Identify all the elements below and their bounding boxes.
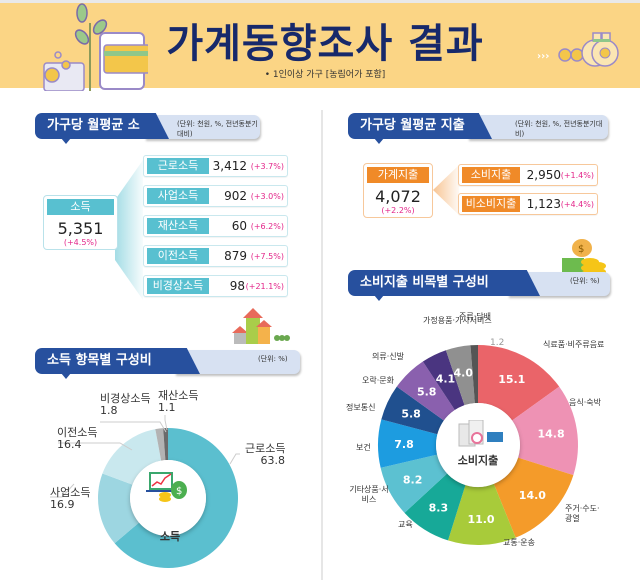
svg-text:›››: ››› [537,51,549,62]
expenditure-total-label: 가계지출 [367,167,429,183]
donut-segment [380,454,448,513]
donut-segment [512,386,578,476]
donut-segment [470,345,478,404]
income-section-header: 가구당 월평균 소득 (단위: 천원, %, 전년동분기대비) [35,113,260,144]
income-composition-title: 소득 항목별 구성비 [35,348,180,374]
label-transport: 교통·운송 [503,538,535,547]
consumption-composition-title: 소비지출 비목별 구성비 [348,270,520,296]
donut-segment [163,428,168,461]
label-food: 식료품·비주류음료 [543,340,605,349]
svg-text:8.2: 8.2 [403,474,423,487]
income-chart-icon: $ [146,472,187,502]
donut-segment [448,483,516,545]
income-total-value: 5,351 [57,219,104,238]
label-alcohol-tobacco: 주류·담배 [459,312,491,321]
label-nonrecurring-income: 비경상소득 1.8 [100,392,151,417]
donut-segment [102,429,162,485]
label-other-goods: 기타상품·서비스 [349,485,389,504]
svg-text:5.8: 5.8 [401,407,421,420]
expenditure-item-consumption: 소비지출 2,950 (+1.4%) [458,164,598,186]
title-banner: 가계동향조사 결과 • 1인이상 가구 [농림어가 포함] ››› [0,0,640,91]
label-business-income: 사업소득 16.9 [50,486,91,511]
label-restaurants: 음식·숙박 [569,398,601,407]
income-item-nonrecurring: 비경상소득 98 (+21.1%) [143,275,288,297]
donut-segment [378,419,438,468]
svg-text:4.0: 4.0 [453,366,473,379]
expenditure-unit: (단위: 천원, %, 전년동분기대비) [515,120,603,138]
label-recreation: 오락·문화 [362,376,394,385]
income-total-label: 소득 [47,199,114,215]
expenditure-header-title: 가구당 월평균 지출 [348,113,473,139]
consumption-donut-center-label: 소비지출 [457,454,499,467]
svg-text:1.2: 1.2 [490,338,504,348]
section-divider [321,110,323,580]
label-clothing: 의류·신발 [372,352,404,361]
finance-illustration-icon [43,3,148,91]
income-item-property: 재산소득 60 (+6.2%) [143,215,288,237]
expenditure-total-value: 4,072 [375,187,421,206]
label-housing: 주거·수도·광열 [565,504,600,523]
expenditure-section-header: 가구당 월평균 지출 (단위: 천원, %, 전년동분기대비) [348,113,608,144]
income-donut-chart [50,415,240,568]
label-wage-income: 근로소득 63.8 [245,442,286,467]
label-property-income: 재산소득 1.1 [158,389,199,414]
svg-text:7.8: 7.8 [394,438,414,451]
svg-text:$: $ [176,486,182,497]
label-health: 보건 [356,443,371,452]
donut-segment [97,473,140,544]
label-transfer-income: 이전소득 16.4 [57,426,98,451]
expenditure-total-card: 가계지출 4,072 (+2.2%) [363,163,433,218]
donut-segment [445,345,475,406]
donut-segment [422,350,465,410]
svg-text:14.0: 14.0 [519,489,546,502]
income-header-title: 가구당 월평균 소득 [35,113,150,139]
income-composition-header: 소득 항목별 구성비 (단위: %) [35,348,300,379]
expenditure-funnel-connector [433,165,459,215]
donut-segment [396,361,455,421]
consumption-donut-chart: 15.114.814.011.08.38.27.85.85.84.14.01.2 [378,338,578,545]
label-household-goods: 가정용품·가사서비스 [423,316,492,325]
income-item-wage: 근로소득 3,412 (+3.7%) [143,155,288,177]
donut-segment [381,386,444,435]
page-subtitle: • 1인이상 가구 [농림어가 포함] [264,70,386,80]
income-total-card: 소득 5,351 (+4.5%) [43,195,118,250]
svg-text:8.3: 8.3 [429,502,449,515]
income-unit: (단위: 천원, %, 전년동분기대비) [177,120,258,138]
income-funnel-connector [115,160,143,300]
income-total-change: (+4.5%) [63,238,98,247]
page-title: 가계동향조사 결과 [166,21,484,67]
svg-text:15.1: 15.1 [498,373,525,386]
consumption-composition-header: 소비지출 비목별 구성비 (단위: %) [348,270,610,301]
svg-text:5.8: 5.8 [417,386,437,399]
income-item-business: 사업소득 902 (+3.0%) [143,185,288,207]
donut-segment [404,473,466,541]
donut-segment [478,345,560,421]
label-communication: 정보통신 [346,403,376,412]
donut-segment [114,428,238,568]
income-composition-unit: (단위: %) [258,355,288,363]
expenditure-total-change: (+2.2%) [381,206,415,215]
donut-segment [155,428,166,461]
income-item-transfer: 이전소득 879 (+7.5%) [143,245,288,267]
receipt-magnifier-icon [458,420,503,447]
label-education: 교육 [398,520,413,529]
income-donut-center-label: 소득 [159,530,181,543]
consumption-composition-unit: (단위: %) [570,277,600,285]
svg-text:14.8: 14.8 [538,427,565,440]
donut-segment [493,457,574,538]
money-bag-icon: ››› [537,32,619,67]
expenditure-item-nonconsumption: 비소비지출 1,123 (+4.4%) [458,193,598,215]
svg-text:$: $ [578,244,584,255]
svg-text:11.0: 11.0 [467,513,494,526]
houses-icon [232,308,290,344]
svg-text:4.1: 4.1 [436,373,456,386]
